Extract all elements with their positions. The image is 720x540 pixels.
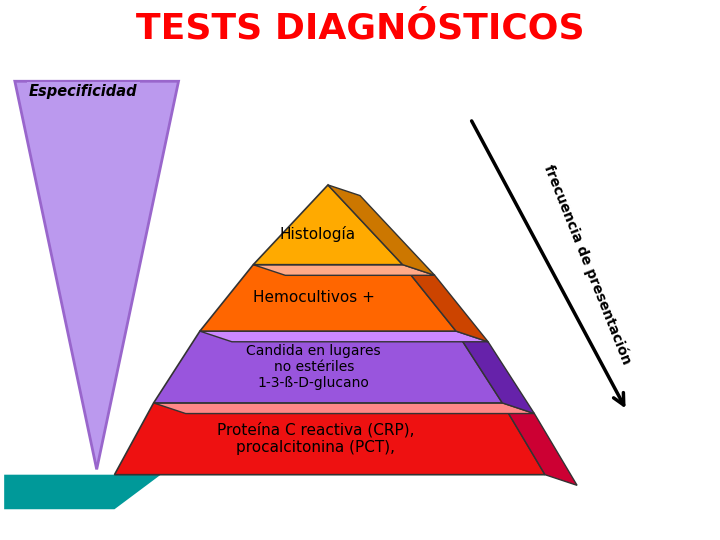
Polygon shape [114, 403, 545, 475]
Text: Candida en lugares
no estériles
1-3-ß-D-glucano: Candida en lugares no estériles 1-3-ß-D-… [246, 344, 381, 390]
Polygon shape [153, 403, 534, 414]
Polygon shape [503, 403, 577, 485]
Text: Hemocultivos +: Hemocultivos + [253, 291, 374, 306]
Polygon shape [200, 331, 488, 342]
Text: Histología: Histología [279, 226, 356, 242]
Polygon shape [4, 475, 161, 509]
Polygon shape [456, 331, 534, 414]
Text: Proteína C reactiva (CRP),
procalcitonina (PCT),: Proteína C reactiva (CRP), procalcitonin… [217, 422, 414, 455]
Polygon shape [153, 331, 503, 403]
Polygon shape [402, 265, 488, 342]
Polygon shape [253, 265, 435, 275]
Text: Especificidad: Especificidad [29, 84, 138, 99]
Polygon shape [15, 81, 179, 469]
Text: TESTS DIAGNÓSTICOS: TESTS DIAGNÓSTICOS [135, 11, 585, 45]
Polygon shape [253, 185, 402, 265]
Text: frecuencia de presentación: frecuencia de presentación [541, 163, 634, 367]
Polygon shape [328, 185, 435, 275]
Polygon shape [200, 265, 456, 331]
